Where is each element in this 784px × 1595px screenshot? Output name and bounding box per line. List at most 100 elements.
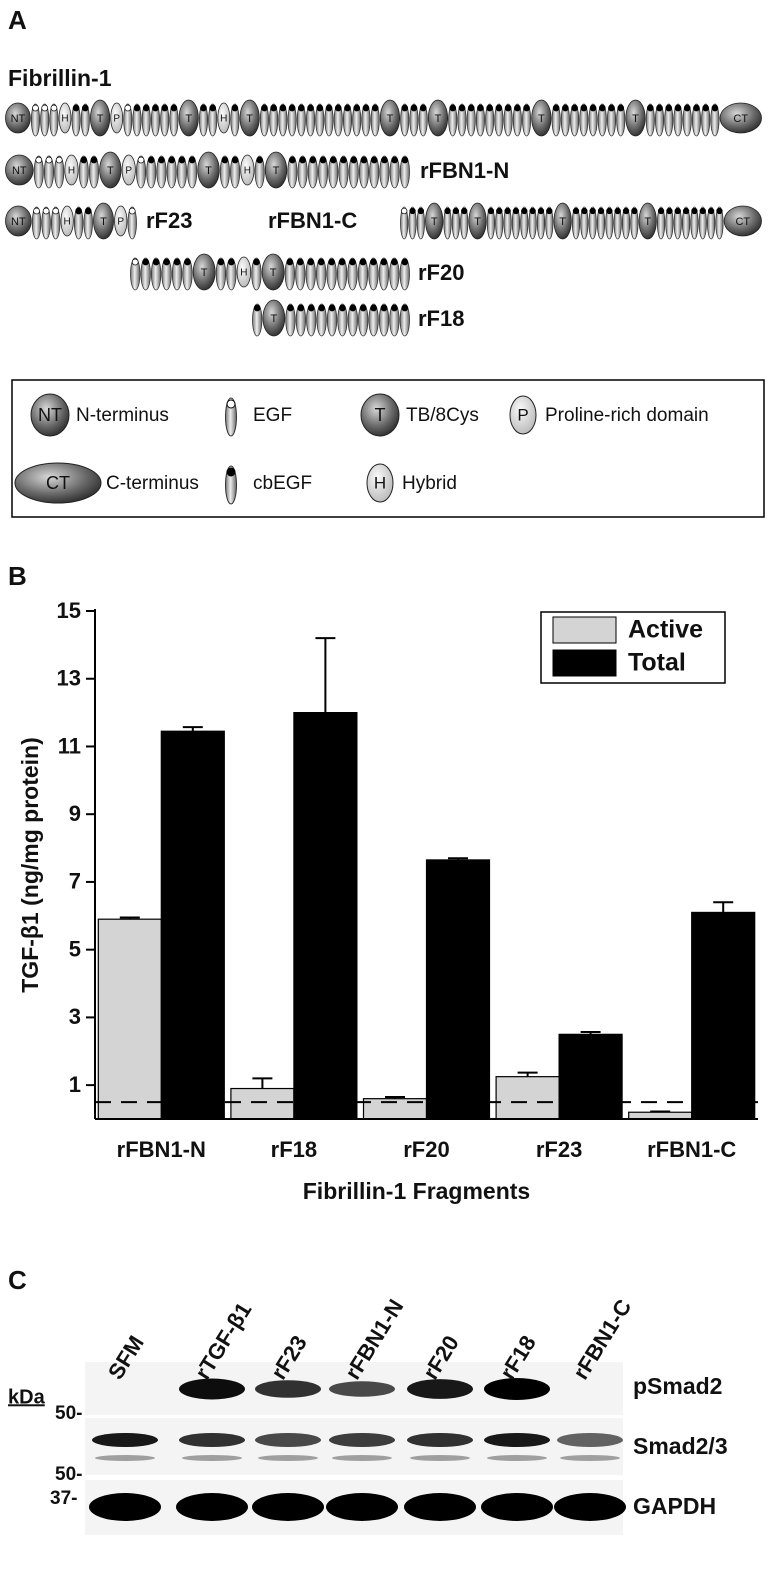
cbegf-dot bbox=[231, 104, 239, 112]
domain bbox=[723, 205, 762, 237]
panel-label: C bbox=[8, 1265, 27, 1295]
egf-dot bbox=[401, 207, 408, 215]
cbegf-dot bbox=[329, 156, 337, 164]
egf-dot bbox=[45, 156, 53, 164]
domain bbox=[427, 99, 449, 137]
cbegf-dot bbox=[631, 207, 638, 215]
cbegf-domain bbox=[318, 155, 329, 189]
cbegf-domain bbox=[494, 103, 504, 137]
cbegf-domain bbox=[150, 103, 160, 137]
cbegf-dot bbox=[495, 104, 503, 112]
cbegf-dot bbox=[360, 156, 368, 164]
cbegf-dot bbox=[178, 156, 186, 164]
cbegf-dot bbox=[353, 104, 361, 112]
cbegf-dot bbox=[449, 104, 457, 112]
error-bar bbox=[119, 916, 140, 920]
egf-dot bbox=[131, 258, 139, 266]
cbegf-dot bbox=[370, 156, 378, 164]
domain bbox=[625, 99, 646, 137]
cbegf-dot bbox=[467, 104, 475, 112]
cbegf-domain bbox=[673, 103, 683, 137]
cbegf-dot bbox=[84, 207, 92, 215]
domain-label: T bbox=[97, 113, 104, 125]
cbegf-domain bbox=[83, 206, 93, 240]
cbegf-dot bbox=[161, 104, 169, 112]
cbegf-domain bbox=[88, 155, 99, 189]
cbegf-dot bbox=[318, 304, 325, 312]
cbegf-dot bbox=[371, 104, 379, 112]
cbegf-dot bbox=[253, 258, 260, 266]
cbegf-domain bbox=[630, 206, 639, 240]
cbegf-domain bbox=[296, 103, 306, 137]
cbegf-domain bbox=[451, 206, 460, 240]
panel-label: B bbox=[8, 561, 27, 591]
cbegf-dot bbox=[711, 104, 719, 112]
egf-dot bbox=[35, 156, 43, 164]
cbegf-dot bbox=[683, 104, 691, 112]
cbegf-dot bbox=[401, 258, 409, 266]
cbegf-domain bbox=[285, 303, 296, 337]
legend-text: TB/8Cys bbox=[406, 405, 479, 426]
x-axis-label: Fibrillin-1 Fragments bbox=[303, 1178, 530, 1204]
cbegf-domain bbox=[418, 103, 428, 137]
cbegf-domain bbox=[338, 155, 349, 189]
bar bbox=[293, 711, 358, 1120]
cbegf-domain bbox=[655, 103, 665, 137]
cbegf-dot bbox=[597, 207, 605, 215]
domain bbox=[553, 202, 572, 240]
band bbox=[182, 1455, 242, 1461]
cbegf-domain bbox=[251, 257, 262, 291]
light-domain bbox=[110, 102, 124, 134]
unit-label: kDa bbox=[8, 1386, 46, 1408]
legend-label: Active bbox=[628, 616, 703, 644]
cbegf-dot bbox=[319, 156, 327, 164]
cbegf-dot bbox=[657, 207, 665, 215]
cbegf-domain bbox=[305, 257, 316, 291]
band bbox=[92, 1433, 158, 1447]
cbegf-domain bbox=[503, 103, 513, 137]
cbegf-domain bbox=[161, 257, 172, 291]
western-blot bbox=[85, 1362, 626, 1535]
cbegf-domain bbox=[570, 103, 580, 137]
cbegf-dot bbox=[523, 104, 530, 112]
cbegf-dot bbox=[309, 156, 317, 164]
cbegf-dot bbox=[589, 207, 596, 215]
cbegf-domain bbox=[457, 103, 467, 137]
cbegf-dot bbox=[147, 156, 155, 164]
cbegf-domain bbox=[551, 103, 561, 137]
egf-domain bbox=[40, 103, 50, 137]
domain bbox=[93, 202, 114, 240]
cbegf-domain bbox=[78, 155, 89, 189]
band bbox=[407, 1433, 473, 1447]
cbegf-domain bbox=[358, 303, 369, 337]
legend-dot bbox=[226, 399, 236, 409]
cbegf-dot bbox=[80, 156, 88, 164]
cbegf-dot bbox=[581, 207, 588, 215]
cbegf-dot bbox=[381, 156, 388, 164]
cbegf-dot bbox=[370, 304, 377, 312]
cbegf-dot bbox=[328, 258, 335, 266]
cbegf-dot bbox=[72, 104, 80, 112]
bar bbox=[425, 859, 491, 1120]
cbegf-domain bbox=[370, 103, 380, 137]
domain-label: P bbox=[125, 166, 132, 177]
cbegf-domain bbox=[169, 103, 179, 137]
cbegf-dot bbox=[390, 258, 398, 266]
cbegf-dot bbox=[693, 104, 700, 112]
legend-symbol-label: CT bbox=[46, 473, 70, 493]
band bbox=[557, 1433, 623, 1447]
domain-label: T bbox=[270, 267, 277, 279]
cbegf-dot bbox=[646, 104, 654, 112]
domain-label: H bbox=[68, 166, 75, 177]
cbegf-domain bbox=[368, 303, 379, 337]
cbegf-dot bbox=[170, 104, 178, 112]
cbegf-domain bbox=[645, 103, 655, 137]
bar bbox=[160, 730, 225, 1120]
cbegf-domain bbox=[560, 103, 570, 137]
cbegf-domain bbox=[673, 206, 682, 240]
domain-label: T bbox=[538, 113, 545, 125]
domain-label: H bbox=[61, 114, 68, 125]
band bbox=[410, 1455, 470, 1461]
domain-label: H bbox=[240, 268, 247, 279]
cbegf-domain bbox=[316, 303, 327, 337]
